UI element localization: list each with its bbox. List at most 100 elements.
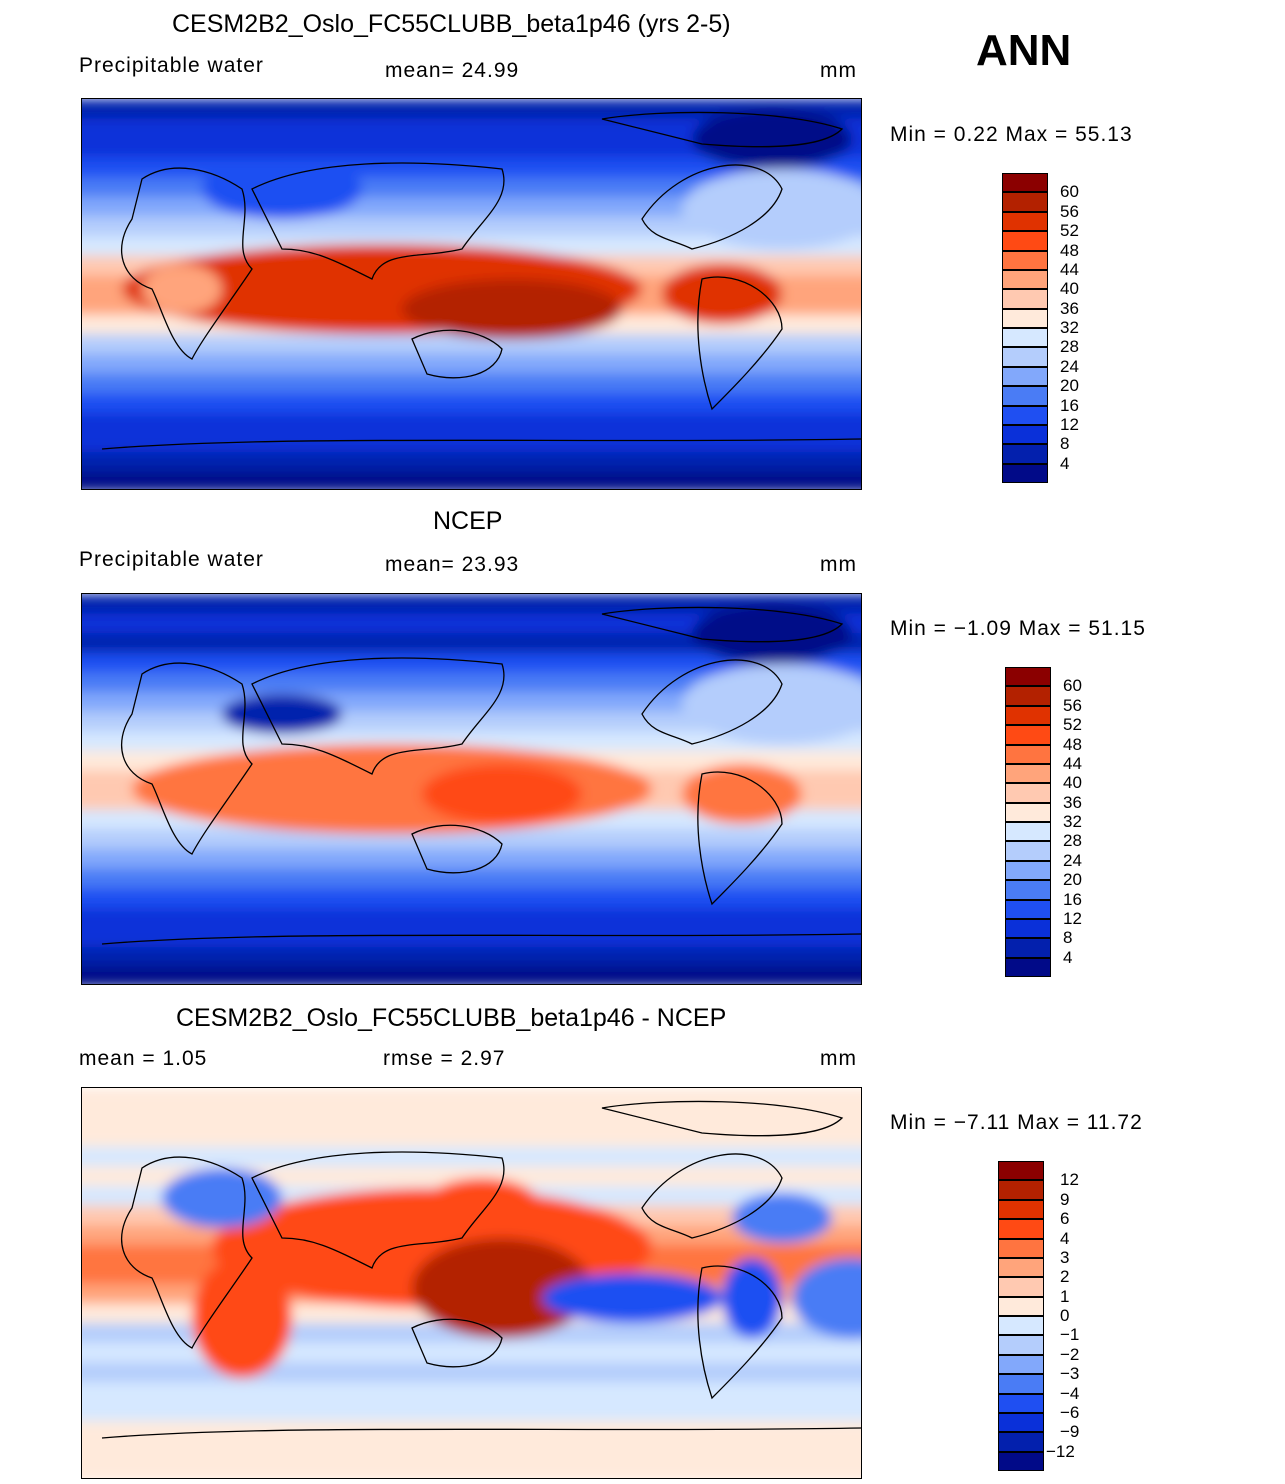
panel-2-minmax: Min = −1.09 Max = 51.15 (890, 617, 1146, 640)
contour-band (82, 1382, 861, 1403)
colorbar-box (1005, 918, 1051, 939)
coastline (601, 111, 844, 148)
colorbar-box (998, 1432, 1044, 1452)
colorbar-box (998, 1161, 1044, 1181)
panel-2-colorbar (1005, 667, 1051, 977)
contour-band (82, 672, 861, 693)
colorbar-tick-label: 40 (1063, 773, 1082, 793)
contour-band (82, 373, 861, 394)
colorbar-box (1002, 289, 1048, 309)
coastline (411, 329, 503, 379)
contour-band (82, 946, 861, 968)
panel-3-mean: mean = 1.05 (79, 1047, 208, 1070)
colorbar-box (1002, 269, 1048, 290)
contour-band (82, 633, 861, 654)
colorbar-tick-label: 20 (1063, 870, 1082, 890)
colorbar-box (998, 1180, 1044, 1200)
panel-3-units: mm (820, 1047, 857, 1070)
panel-3-minmax: Min = −7.11 Max = 11.72 (890, 1111, 1143, 1134)
contour-region (692, 109, 852, 169)
contour-band (82, 907, 861, 929)
panel-1-units: mm (820, 59, 857, 82)
colorbar-tick-label: 44 (1063, 753, 1082, 773)
panel-1-map (81, 98, 862, 490)
contour-region (692, 604, 852, 664)
panel-2-units: mm (820, 553, 857, 576)
contour-band (82, 1166, 861, 1187)
contour-region (412, 1238, 592, 1338)
colorbar-box (998, 1451, 1044, 1471)
colorbar-box (1005, 938, 1051, 958)
colorbar-box (1005, 880, 1051, 900)
contour-field (82, 99, 861, 489)
colorbar-box (998, 1316, 1044, 1336)
colorbar-box (1005, 841, 1051, 861)
colorbar-box (998, 1354, 1044, 1375)
colorbar-box (1002, 308, 1048, 328)
colorbar-tick-label: 52 (1063, 715, 1082, 735)
panel-2-mean: mean= 23.93 (385, 553, 520, 576)
contour-band (82, 471, 861, 489)
colorbar-tick-label: 12 (1060, 1170, 1079, 1190)
colorbar-box (1002, 366, 1048, 387)
coastline (697, 771, 783, 906)
colorbar-tick-label: 40 (1060, 279, 1079, 299)
colorbar-tick-label: 20 (1060, 376, 1079, 396)
colorbar-tick-label: 1 (1060, 1286, 1070, 1306)
coastline (411, 824, 503, 874)
colorbar-box (1002, 444, 1048, 464)
colorbar-box (998, 1238, 1044, 1258)
panel-1-minmax: Min = 0.22 Max = 55.13 (890, 123, 1133, 146)
colorbar-tick-label: 60 (1060, 182, 1079, 202)
colorbar-tick-label: 6 (1060, 1209, 1070, 1229)
colorbar-tick-label: −1 (1060, 1325, 1080, 1345)
coastline (251, 162, 505, 280)
colorbar-tick-label: 12 (1060, 414, 1079, 434)
colorbar-box (1002, 173, 1048, 193)
coastline (697, 276, 783, 411)
contour-band (82, 594, 861, 615)
colorbar-tick-label: 60 (1063, 676, 1082, 696)
contour-band (82, 451, 861, 473)
coastline (121, 662, 253, 855)
panel-3-colorbar (998, 1161, 1044, 1471)
contour-band (82, 1107, 861, 1129)
panel-2-variable-label: Precipitable water (79, 548, 264, 571)
contour-band (82, 927, 861, 948)
coastline (121, 1156, 253, 1349)
contour-band (82, 1127, 861, 1148)
colorbar-box (1005, 744, 1051, 764)
panel-1-title: CESM2B2_Oslo_FC55CLUBB_beta1p46 (yrs 2-5… (172, 10, 731, 38)
contour-region (732, 1193, 832, 1243)
colorbar-tick-label: −6 (1060, 1402, 1080, 1422)
colorbar-tick-label: 16 (1060, 395, 1079, 415)
panel-3-rmse: rmse = 2.97 (383, 1047, 506, 1070)
panel-3-title: CESM2B2_Oslo_FC55CLUBB_beta1p46 - NCEP (176, 1004, 727, 1032)
contour-band (82, 1401, 861, 1423)
colorbar-tick-label: 48 (1063, 734, 1082, 754)
colorbar-box (998, 1296, 1044, 1316)
panel-1-colorbar (1002, 173, 1048, 483)
colorbar-tick-label: −4 (1060, 1383, 1080, 1403)
colorbar-tick-label: 44 (1060, 259, 1079, 279)
colorbar-box (998, 1393, 1044, 1413)
contour-band (82, 731, 861, 752)
coastline (251, 1151, 505, 1269)
colorbar-box (1005, 822, 1051, 842)
colorbar-box (998, 1374, 1044, 1394)
colorbar-box (1002, 463, 1048, 483)
contour-band (82, 216, 861, 238)
colorbar-tick-label: 32 (1060, 318, 1079, 337)
contour-band (82, 868, 861, 889)
contour-region (682, 664, 861, 744)
colorbar-box (1005, 686, 1051, 706)
coastline (641, 659, 783, 745)
coastline (601, 1100, 844, 1137)
colorbar-box (1005, 783, 1051, 803)
colorbar-tick-label: 32 (1063, 812, 1082, 831)
panel-3-map (81, 1087, 862, 1479)
contour-band (82, 334, 861, 355)
colorbar-tick-label: 28 (1063, 831, 1082, 851)
coastline (601, 606, 844, 643)
contour-band (82, 432, 861, 453)
